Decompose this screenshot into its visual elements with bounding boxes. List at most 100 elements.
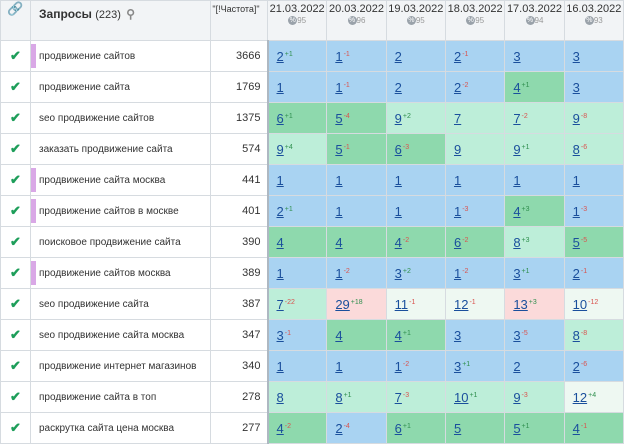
position-link[interactable]: 7 bbox=[453, 110, 462, 126]
position-link[interactable]: 5 bbox=[513, 420, 521, 436]
row-checkbox[interactable]: ✔ bbox=[0, 71, 31, 103]
position-link[interactable]: 1 bbox=[572, 172, 580, 188]
position-link[interactable]: 5 bbox=[453, 420, 462, 436]
position-link[interactable]: 2 bbox=[276, 203, 284, 219]
position-link[interactable]: 6 bbox=[394, 141, 402, 157]
position-link[interactable]: 2 bbox=[572, 265, 580, 281]
position-link[interactable]: 4 bbox=[276, 420, 284, 436]
position-link[interactable]: 1 bbox=[335, 79, 343, 95]
position-link[interactable]: 8 bbox=[572, 327, 580, 343]
row-checkbox[interactable]: ✔ bbox=[0, 319, 31, 351]
position-link[interactable]: 3 bbox=[453, 327, 462, 343]
position-link[interactable]: 8 bbox=[276, 389, 284, 405]
row-checkbox[interactable]: ✔ bbox=[0, 288, 31, 320]
position-link[interactable]: 2 bbox=[572, 358, 580, 374]
position-link[interactable]: 13 bbox=[513, 296, 528, 312]
position-link[interactable]: 9 bbox=[276, 141, 284, 157]
position-link[interactable]: 2 bbox=[276, 48, 284, 64]
position-link[interactable]: 9 bbox=[513, 141, 521, 157]
position-link[interactable]: 1 bbox=[276, 358, 284, 374]
position-link[interactable]: 4 bbox=[572, 420, 580, 436]
position-link[interactable]: 4 bbox=[276, 234, 284, 250]
row-checkbox[interactable]: ✔ bbox=[0, 195, 31, 227]
position-link[interactable]: 3 bbox=[276, 327, 284, 343]
position-link[interactable]: 2 bbox=[394, 79, 402, 95]
row-checkbox[interactable]: ✔ bbox=[0, 133, 31, 165]
position-link[interactable]: 1 bbox=[453, 265, 462, 281]
position-link[interactable]: 4 bbox=[335, 327, 343, 343]
position-link[interactable]: 11 bbox=[394, 296, 409, 312]
position-link[interactable]: 9 bbox=[453, 141, 462, 157]
position-link[interactable]: 6 bbox=[453, 234, 462, 250]
date-column-header[interactable]: 16.03.2022 %93 bbox=[563, 0, 624, 41]
position-link[interactable]: 3 bbox=[453, 358, 462, 374]
position-link[interactable]: 7 bbox=[276, 296, 284, 312]
position-link[interactable]: 12 bbox=[572, 389, 588, 405]
position-link[interactable]: 1 bbox=[513, 172, 521, 188]
position-link[interactable]: 5 bbox=[572, 234, 580, 250]
link-column-header[interactable]: 🔗 bbox=[0, 0, 31, 41]
position-link[interactable]: 3 bbox=[513, 327, 521, 343]
position-link[interactable]: 2 bbox=[453, 48, 462, 64]
position-link[interactable]: 2 bbox=[513, 358, 521, 374]
position-link[interactable]: 6 bbox=[394, 420, 402, 436]
position-link[interactable]: 1 bbox=[572, 203, 580, 219]
position-link[interactable]: 1 bbox=[335, 203, 343, 219]
row-checkbox[interactable]: ✔ bbox=[0, 164, 31, 196]
position-link[interactable]: 1 bbox=[335, 48, 343, 64]
position-link[interactable]: 4 bbox=[394, 327, 402, 343]
position-link[interactable]: 2 bbox=[394, 48, 402, 64]
search-icon[interactable]: ⚲ bbox=[126, 7, 136, 21]
position-link[interactable]: 9 bbox=[572, 110, 580, 126]
date-column-header[interactable]: 18.03.2022 %95 bbox=[444, 0, 506, 41]
row-checkbox[interactable]: ✔ bbox=[0, 381, 31, 413]
position-link[interactable]: 3 bbox=[572, 79, 580, 95]
date-column-header[interactable]: 17.03.2022 %94 bbox=[504, 0, 565, 41]
position-link[interactable]: 7 bbox=[394, 389, 402, 405]
position-link[interactable]: 5 bbox=[335, 110, 343, 126]
position-link[interactable]: 8 bbox=[572, 141, 580, 157]
position-link[interactable]: 1 bbox=[276, 172, 284, 188]
position-link[interactable]: 1 bbox=[276, 265, 284, 281]
position-link[interactable]: 2 bbox=[335, 420, 343, 436]
position-link[interactable]: 10 bbox=[453, 389, 469, 405]
row-checkbox[interactable]: ✔ bbox=[0, 102, 31, 134]
position-link[interactable]: 3 bbox=[572, 48, 580, 64]
position-link[interactable]: 7 bbox=[513, 110, 521, 126]
row-checkbox[interactable]: ✔ bbox=[0, 226, 31, 258]
position-link[interactable]: 4 bbox=[513, 79, 521, 95]
position-link[interactable]: 1 bbox=[394, 358, 402, 374]
date-column-header[interactable]: 20.03.2022 %96 bbox=[326, 0, 387, 41]
position-link[interactable]: 1 bbox=[335, 358, 343, 374]
position-link[interactable]: 4 bbox=[513, 203, 521, 219]
position-link[interactable]: 2 bbox=[453, 79, 462, 95]
position-link[interactable]: 1 bbox=[276, 79, 284, 95]
position-link[interactable]: 1 bbox=[335, 172, 343, 188]
position-link[interactable]: 4 bbox=[394, 234, 402, 250]
position-link[interactable]: 9 bbox=[394, 110, 402, 126]
row-checkbox[interactable]: ✔ bbox=[0, 350, 31, 382]
position-link[interactable]: 3 bbox=[513, 48, 521, 64]
position-link[interactable]: 3 bbox=[394, 265, 402, 281]
date-column-header[interactable]: 19.03.2022 %95 bbox=[385, 0, 446, 41]
position-link[interactable]: 1 bbox=[335, 265, 343, 281]
position-link[interactable]: 1 bbox=[394, 203, 402, 219]
position-link[interactable]: 29 bbox=[335, 296, 350, 312]
position-link[interactable]: 12 bbox=[453, 296, 469, 312]
position-link[interactable]: 4 bbox=[335, 234, 343, 250]
position-link[interactable]: 1 bbox=[453, 172, 462, 188]
row-checkbox[interactable]: ✔ bbox=[0, 40, 31, 72]
query-column-header[interactable]: Запросы (223) ⚲ bbox=[30, 0, 211, 41]
position-link[interactable]: 6 bbox=[276, 110, 284, 126]
position-link[interactable]: 8 bbox=[513, 234, 521, 250]
position-link[interactable]: 9 bbox=[513, 389, 521, 405]
position-link[interactable]: 8 bbox=[335, 389, 343, 405]
row-checkbox[interactable]: ✔ bbox=[0, 412, 31, 444]
position-link[interactable]: 3 bbox=[513, 265, 521, 281]
position-link[interactable]: 1 bbox=[394, 172, 402, 188]
row-checkbox[interactable]: ✔ bbox=[0, 257, 31, 289]
position-link[interactable]: 10 bbox=[572, 296, 588, 312]
position-link[interactable]: 1 bbox=[453, 203, 462, 219]
date-column-header[interactable]: 21.03.2022 %95 bbox=[266, 0, 328, 41]
position-link[interactable]: 5 bbox=[335, 141, 343, 157]
